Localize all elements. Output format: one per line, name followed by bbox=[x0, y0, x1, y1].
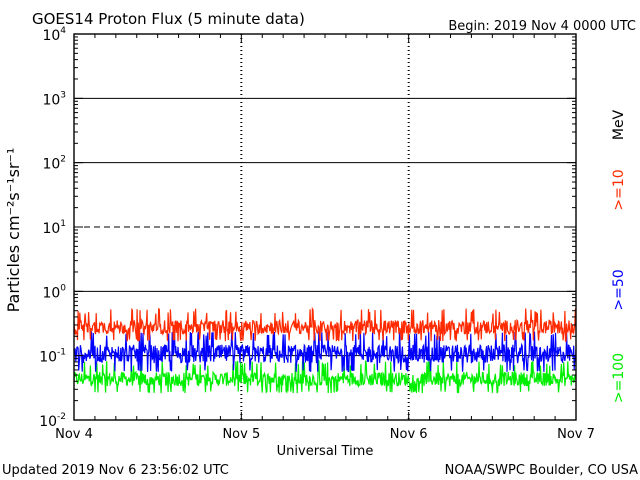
x-tick-label: Nov 5 bbox=[222, 427, 260, 442]
begin-date: Begin: 2019 Nov 4 0000 UTC bbox=[448, 19, 636, 34]
legend: MeV >=10 >=50 >=100 bbox=[611, 109, 627, 403]
y-tick-labels: 104 103 102 101 100 10-1 10-2 bbox=[39, 26, 66, 430]
y-tick-label: 10-2 bbox=[39, 412, 66, 430]
y-tick-label: 101 bbox=[42, 219, 66, 237]
y-tick-label: 100 bbox=[42, 283, 66, 301]
legend-unit: MeV bbox=[611, 109, 627, 140]
legend-series-100: >=100 bbox=[611, 353, 627, 403]
series-line-50mev bbox=[73, 330, 577, 373]
series-line-10mev bbox=[73, 306, 577, 342]
series-layer bbox=[73, 306, 577, 394]
y-tick-label: 10-1 bbox=[39, 348, 66, 366]
updated-timestamp: Updated 2019 Nov 6 23:56:02 UTC bbox=[2, 463, 229, 478]
chart-title: GOES14 Proton Flux (5 minute data) bbox=[32, 10, 305, 28]
y-tick-label: 104 bbox=[42, 26, 66, 44]
legend-series-10: >=10 bbox=[611, 169, 627, 210]
y-tick-label: 102 bbox=[42, 155, 66, 173]
grid-lines bbox=[74, 34, 576, 420]
source-credit: NOAA/SWPC Boulder, CO USA bbox=[445, 463, 638, 478]
y-tick-label: 103 bbox=[42, 90, 66, 108]
y-axis-label: Particles cm⁻²s⁻¹sr⁻¹ bbox=[4, 148, 23, 313]
plot-frame bbox=[73, 33, 577, 421]
legend-series-50: >=50 bbox=[611, 269, 627, 310]
x-axis-label: Universal Time bbox=[277, 444, 374, 459]
series-line-100mev bbox=[73, 359, 577, 394]
x-tick-label: Nov 4 bbox=[55, 427, 93, 442]
x-tick-labels: Nov 4 Nov 5 Nov 6 Nov 7 bbox=[55, 427, 595, 442]
x-tick-label: Nov 6 bbox=[390, 427, 428, 442]
x-tick-label: Nov 7 bbox=[557, 427, 595, 442]
